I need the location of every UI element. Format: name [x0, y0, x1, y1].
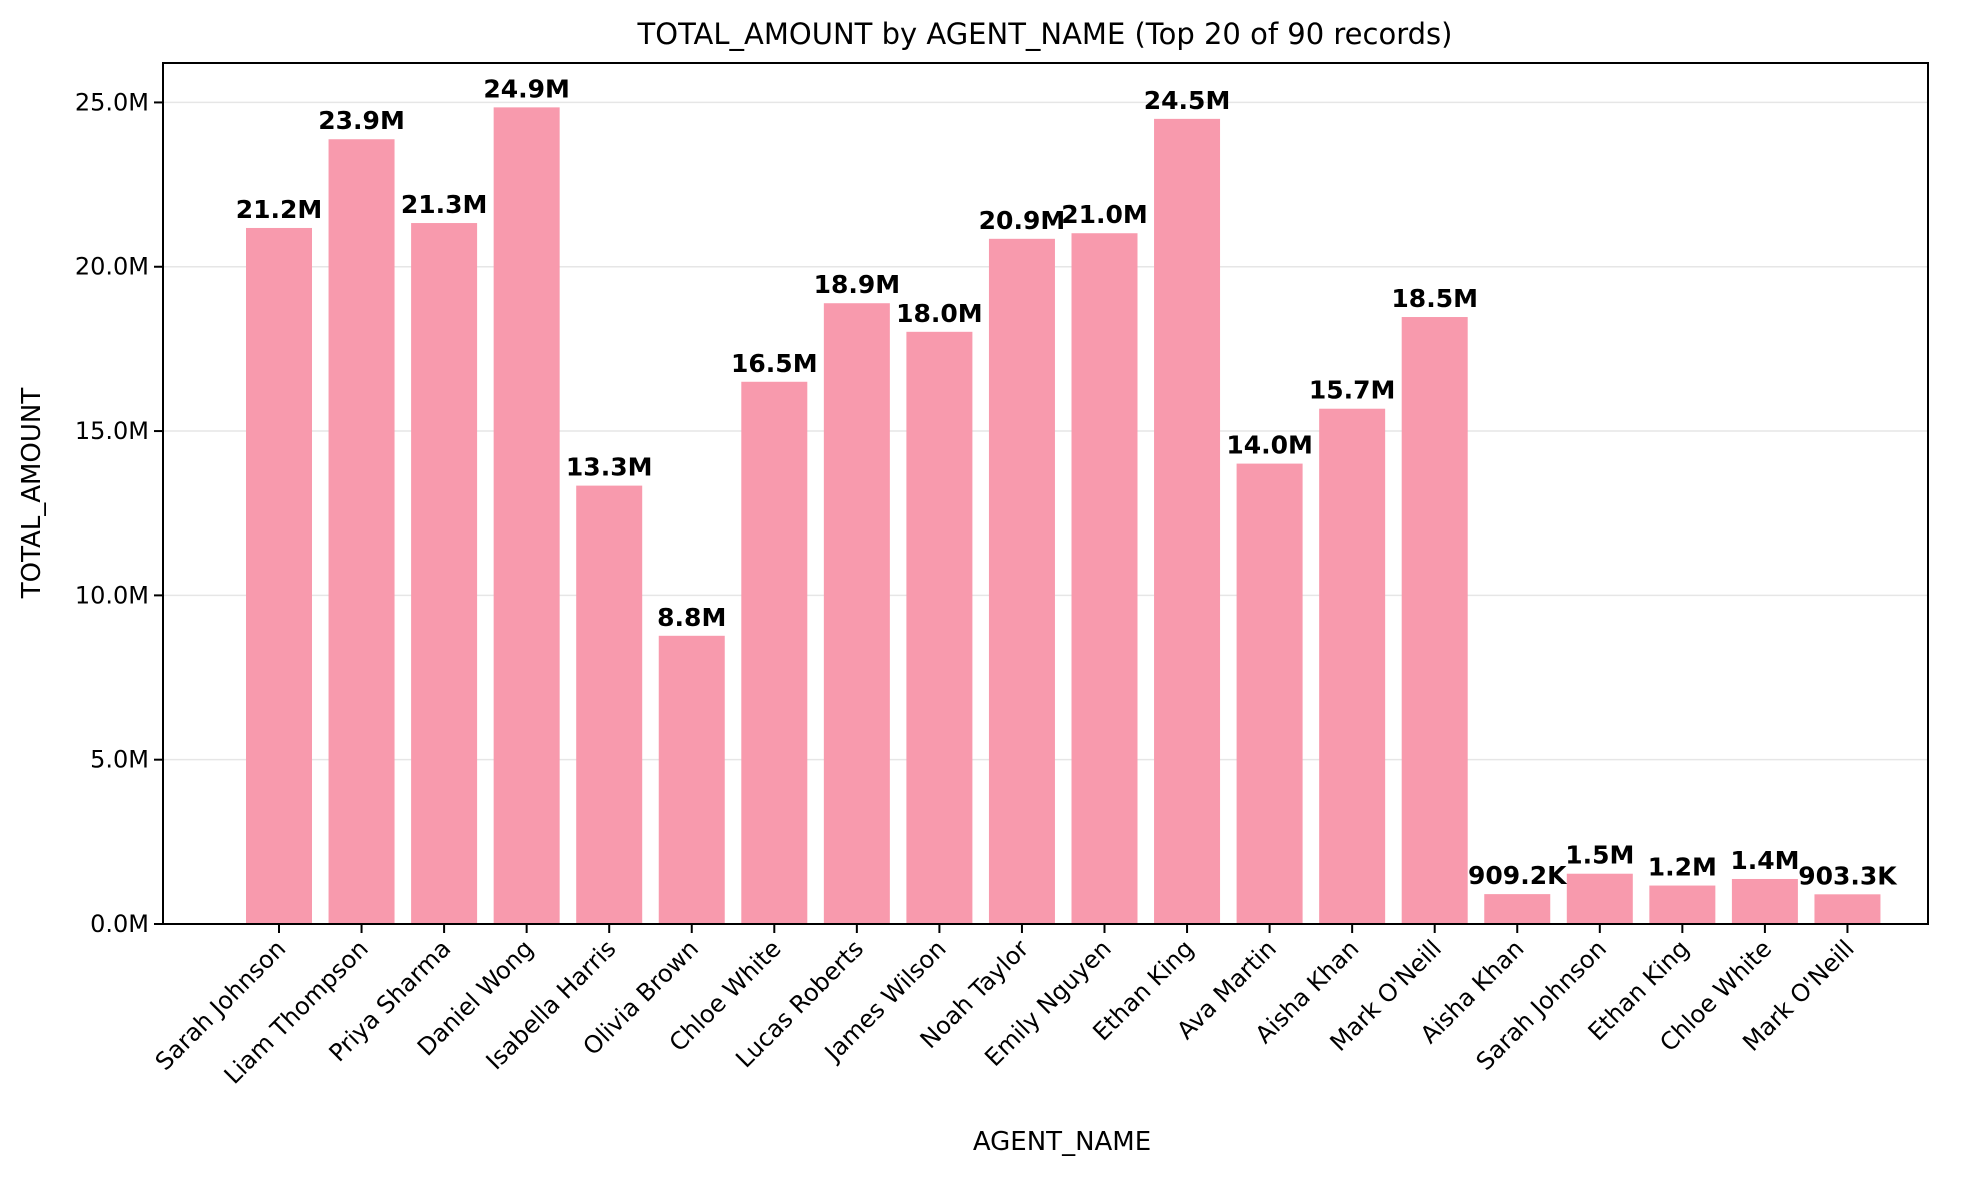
bar [741, 381, 808, 924]
bars [246, 107, 1881, 925]
data-label: 20.9M [979, 206, 1066, 235]
data-label: 903.3K [1798, 861, 1898, 890]
y-tick-label: 5.0M [90, 746, 149, 774]
y-tick-label: 10.0M [75, 581, 149, 609]
y-axis: 0.0M 5.0M 10.0M 15.0M 20.0M 25.0M [75, 88, 163, 938]
bar [988, 238, 1055, 924]
bar [1401, 317, 1468, 925]
bar [1319, 408, 1386, 925]
data-label: 24.9M [483, 74, 570, 103]
data-label: 14.0M [1226, 431, 1313, 460]
data-label: 21.0M [1061, 200, 1148, 229]
data-label: 16.5M [731, 349, 818, 378]
data-label: 1.5M [1565, 841, 1634, 870]
bar [1236, 463, 1303, 924]
bar [823, 303, 890, 924]
data-label: 18.5M [1391, 284, 1478, 313]
data-label: 15.7M [1309, 376, 1396, 405]
bar [1154, 118, 1221, 925]
data-labels: 21.2M23.9M21.3M24.9M13.3M8.8M16.5M18.9M1… [236, 74, 1899, 890]
y-tick-label: 20.0M [75, 253, 149, 281]
bar [906, 331, 973, 924]
chart-title: TOTAL_AMOUNT by AGENT_NAME (Top 20 of 90… [637, 17, 1453, 51]
bar [1566, 873, 1633, 924]
bar [493, 107, 560, 924]
bar [328, 139, 395, 925]
bar [658, 635, 725, 924]
data-label: 21.3M [401, 190, 488, 219]
data-label: 8.8M [657, 603, 726, 632]
bar [576, 485, 643, 924]
data-label: 909.2K [1468, 861, 1568, 890]
data-label: 24.5M [1144, 86, 1231, 115]
data-label: 18.9M [814, 270, 901, 299]
bar [1814, 894, 1881, 924]
data-label: 1.2M [1648, 853, 1717, 882]
y-tick-label: 0.0M [90, 910, 149, 938]
bar [1484, 894, 1551, 924]
data-label: 21.2M [236, 195, 323, 224]
y-tick-label: 15.0M [75, 417, 149, 445]
data-label: 18.0M [896, 299, 983, 328]
bar [411, 223, 478, 924]
bar [1731, 878, 1798, 924]
bar [1649, 885, 1716, 924]
data-label: 1.4M [1730, 846, 1799, 875]
x-tick-label: Liam Thompson [219, 934, 374, 1089]
bar [1071, 233, 1138, 924]
data-label: 13.3M [566, 453, 653, 482]
data-label: 23.9M [318, 106, 405, 135]
y-axis-label: TOTAL_AMOUNT [17, 388, 47, 600]
plot-frame [162, 62, 1929, 925]
x-axis-label: AGENT_NAME [973, 1127, 1151, 1157]
y-tick-label: 25.0M [75, 88, 149, 116]
bar [246, 227, 312, 925]
